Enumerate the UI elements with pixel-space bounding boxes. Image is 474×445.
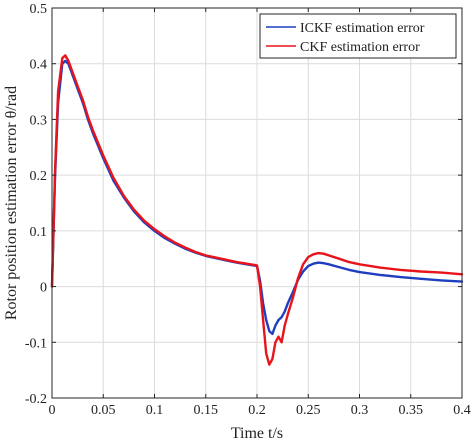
data-point (348, 269, 351, 271)
data-point (399, 269, 402, 271)
data-point (143, 219, 146, 222)
data-point (274, 324, 277, 327)
data-point (265, 352, 268, 355)
data-point (312, 262, 315, 265)
data-point (174, 241, 176, 244)
data-point (268, 330, 271, 332)
y-tick-label: -0.2 (25, 392, 47, 407)
data-point (102, 154, 105, 157)
data-point (268, 363, 271, 366)
x-tick-label: 0.05 (91, 403, 116, 418)
y-tick-label: 0.3 (30, 113, 48, 128)
data-point (64, 54, 67, 57)
data-point (420, 277, 422, 280)
data-point (348, 261, 351, 263)
data-point (317, 252, 320, 255)
data-point (225, 258, 228, 261)
data-point (71, 71, 74, 73)
data-point (297, 277, 299, 280)
data-point (245, 262, 248, 265)
data-point (271, 358, 274, 360)
data-point (440, 271, 443, 274)
data-point (92, 129, 94, 132)
data-point (87, 115, 89, 118)
data-point (271, 333, 274, 335)
x-tick-label: 0.15 (194, 403, 219, 418)
data-point (302, 263, 304, 266)
data-point (327, 254, 330, 257)
y-tick-label: 0.1 (30, 225, 48, 240)
data-point (163, 235, 166, 238)
data-point (194, 251, 197, 253)
data-point (283, 324, 286, 327)
data-point (312, 253, 315, 256)
legend: ICKF estimation error CKF estimation err… (259, 13, 457, 59)
data-point (283, 310, 286, 313)
x-tick-label: 0.2 (248, 403, 266, 418)
data-point (286, 302, 289, 305)
y-tick-label: 0.5 (30, 2, 48, 17)
data-point (133, 208, 135, 211)
data-point (338, 266, 340, 268)
x-tick-label: 0.1 (146, 403, 164, 418)
y-tick-label: 0.4 (30, 58, 48, 73)
data-point (277, 335, 280, 338)
data-point (256, 264, 258, 267)
data-point (274, 341, 277, 344)
x-tick-label: 0.4 (453, 403, 471, 418)
x-axis-label: Time t/s (231, 425, 283, 442)
data-point (322, 252, 325, 255)
data-point (67, 60, 70, 62)
data-point (76, 85, 79, 87)
data-point (292, 296, 294, 299)
data-point (61, 57, 64, 59)
data-point (322, 262, 325, 265)
x-tick-label: 0.25 (296, 403, 321, 418)
data-point (259, 285, 261, 288)
data-point (153, 228, 156, 231)
data-point (184, 246, 187, 249)
legend-label-ickf: ICKF estimation error (300, 21, 425, 36)
y-tick-label: -0.1 (25, 336, 47, 351)
data-point (358, 263, 361, 266)
y-tick-label: 0.2 (30, 169, 48, 184)
data-point (280, 341, 283, 344)
data-point (327, 263, 330, 266)
data-point (286, 313, 289, 316)
data-point (317, 261, 320, 264)
data-point (277, 319, 280, 321)
data-point (204, 254, 207, 257)
data-point (302, 270, 304, 273)
data-point (399, 276, 402, 278)
data-point (54, 168, 56, 171)
data-point (307, 265, 310, 267)
data-point (440, 279, 443, 282)
data-point (420, 270, 422, 273)
data-point (64, 60, 67, 62)
data-point (307, 256, 310, 258)
legend-label-ckf: CKF estimation error (300, 40, 420, 55)
legend-box (259, 13, 457, 59)
data-point (235, 261, 238, 263)
y-axis-label: Rotor position estimation error θ/rad (3, 86, 20, 320)
x-tick-label: 0 (49, 403, 56, 418)
data-point (379, 266, 381, 269)
data-point (57, 90, 59, 93)
data-point (122, 194, 125, 197)
data-point (112, 177, 115, 179)
data-point (358, 271, 361, 273)
x-tick-label: 0.35 (399, 403, 424, 418)
y-tick-label: 0 (40, 281, 47, 296)
axis-ticks: 0 0.05 0.1 0.15 0.2 0.25 0.3 0.35 0.4 -0.2 -0.1 0 0.… (25, 2, 471, 418)
data-point (81, 99, 84, 101)
x-tick-label: 0.3 (351, 403, 369, 418)
data-point (215, 256, 217, 259)
data-point (265, 319, 268, 321)
data-point (379, 274, 381, 276)
data-point (262, 319, 264, 321)
data-point (280, 316, 283, 319)
data-point (338, 257, 340, 260)
